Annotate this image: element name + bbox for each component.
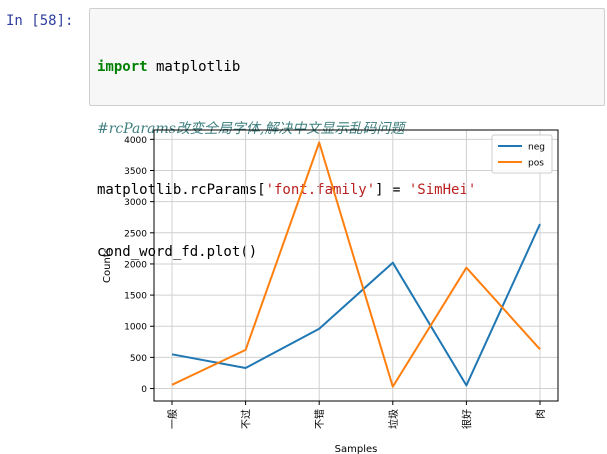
string-font-family: 'font.family' bbox=[265, 182, 376, 198]
x-tick-label: 很好 bbox=[460, 409, 473, 429]
x-tick-label: 垃圾 bbox=[387, 409, 400, 429]
legend-box bbox=[491, 134, 553, 174]
code-line-4: cond_word_fd.plot() bbox=[97, 242, 476, 263]
y-tick-label: 2000 bbox=[124, 260, 147, 270]
cell-prompt: In [58]: bbox=[6, 13, 74, 29]
import-target: matplotlib bbox=[147, 59, 241, 75]
y-tick-label: 1000 bbox=[124, 323, 147, 333]
x-axis-label: Samples bbox=[335, 444, 378, 454]
x-tick-label: 不错 bbox=[313, 409, 326, 429]
series-lines bbox=[171, 141, 541, 388]
code-comment: #rcParams改变全局字体,解决中文显示乱码问题 bbox=[97, 120, 405, 137]
y-tick-label: 3500 bbox=[124, 167, 147, 177]
x-tick-label: 一般 bbox=[166, 409, 179, 429]
code-line-2: #rcParams改变全局字体,解决中文显示乱码问题 bbox=[97, 119, 476, 140]
series-line-neg bbox=[171, 223, 541, 387]
grid-lines bbox=[154, 130, 558, 401]
string-simhei: 'SimHei' bbox=[408, 182, 477, 198]
legend: neg pos bbox=[491, 134, 553, 174]
code-line-1: import matplotlib bbox=[97, 57, 476, 78]
code-editor[interactable]: import matplotlib #rcParams改变全局字体,解决中文显示… bbox=[97, 16, 476, 303]
y-tick-label: 0 bbox=[141, 385, 147, 395]
y-axis: 0 500 1000 1500 2000 2500 3000 3500 4000 bbox=[124, 136, 154, 395]
plot-call: cond_word_fd.plot() bbox=[97, 243, 258, 260]
y-tick-label: 2500 bbox=[124, 229, 147, 239]
x-axis: 一般 不过 不错 垃圾 很好 肉 bbox=[166, 401, 547, 429]
import-keyword: import bbox=[97, 59, 148, 75]
legend-label-neg: neg bbox=[528, 143, 545, 153]
y-tick-label: 500 bbox=[130, 354, 147, 364]
line-chart: 0 500 1000 1500 2000 2500 3000 3500 4000 一般 不过 不错 垃… bbox=[102, 129, 559, 454]
code-line-3: matplotlib.rcParams['font.family'] = 'Si… bbox=[97, 180, 476, 201]
y-axis-label: Counts bbox=[102, 248, 113, 283]
y-tick-label: 1500 bbox=[124, 292, 147, 302]
x-tick-label: 不过 bbox=[240, 409, 253, 429]
series-line-pos bbox=[171, 141, 541, 388]
y-tick-label: 3000 bbox=[124, 198, 147, 208]
code-cell[interactable]: import matplotlib #rcParams改变全局字体,解决中文显示… bbox=[89, 8, 605, 260]
rcparams-access: matplotlib.rcParams[ bbox=[97, 182, 266, 198]
x-tick-label: 肉 bbox=[534, 409, 547, 419]
legend-label-pos: pos bbox=[528, 159, 544, 169]
assignment: ] = bbox=[375, 182, 409, 198]
y-tick-label: 4000 bbox=[124, 136, 147, 146]
plot-area-frame bbox=[153, 129, 559, 402]
